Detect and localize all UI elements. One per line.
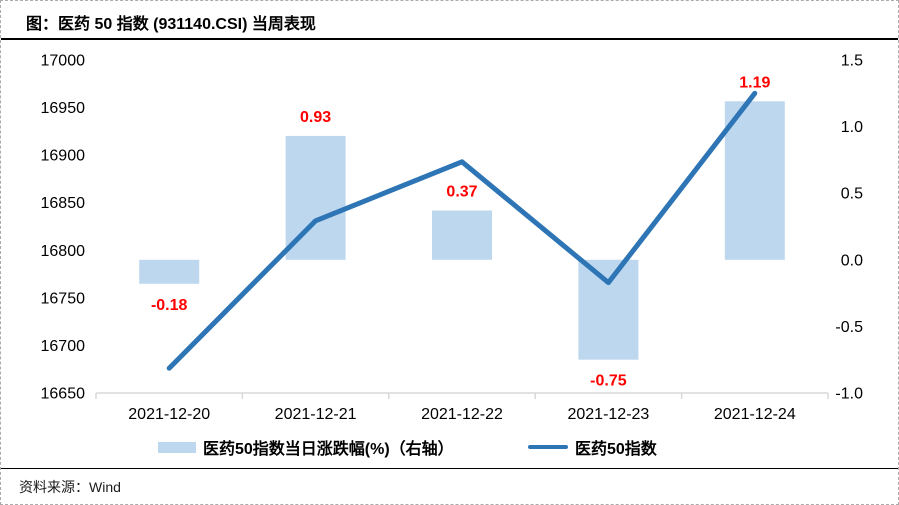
x-axis-label: 2021-12-21 <box>275 406 357 423</box>
line-series <box>166 90 758 371</box>
left-axis-tick-label: 17000 <box>41 53 86 70</box>
x-axis-label: 2021-12-20 <box>128 406 210 423</box>
right-axis-tick-label: 0.0 <box>841 252 863 269</box>
left-axis-tick-label: 16700 <box>41 338 86 355</box>
bar-value-label: 0.37 <box>446 184 477 201</box>
bar-series-swatch <box>158 441 196 453</box>
bar-value-label: -0.18 <box>151 297 188 314</box>
left-axis-tick-label: 16650 <box>41 386 86 403</box>
title-divider <box>1 38 898 40</box>
left-axis-tick-label: 16750 <box>41 290 86 307</box>
bar-2021-12-24 <box>724 101 785 260</box>
left-axis-tick-label: 16850 <box>41 195 86 212</box>
source-label: 资料来源： <box>19 481 89 496</box>
legend-item-line-series: 医药50指数 <box>528 437 657 458</box>
right-axis-tick-label: 1.0 <box>841 119 863 136</box>
bar-2021-12-20 <box>139 259 200 284</box>
bar-value-label: -0.75 <box>590 373 627 390</box>
footer-divider <box>1 468 898 469</box>
left-axis-tick-label: 16950 <box>41 100 86 117</box>
figure-title: 图：医药 50 指数 (931140.CSI) 当周表现 <box>26 16 316 33</box>
left-axis-tick-label: 16800 <box>41 243 86 260</box>
legend-label-line-series: 医药50指数 <box>575 441 657 458</box>
bar-value-label: 0.93 <box>300 109 331 126</box>
combo-chart: 16650 16700 16750 16800 16850 16900 16950 17000… <box>41 53 864 424</box>
bar-2021-12-23 <box>578 259 639 360</box>
right-axis-tick-label: 1.5 <box>841 53 863 70</box>
legend-item-bar-series: 医药50指数当日涨跌幅(%)（右轴） <box>158 437 454 458</box>
left-axis-tick-label: 16900 <box>41 148 86 165</box>
x-axis-label: 2021-12-23 <box>567 406 649 423</box>
right-axis-tick-label: -0.5 <box>835 319 863 336</box>
line-series-swatch <box>528 445 568 449</box>
data-source: 资料来源：Wind <box>19 477 121 497</box>
bar-2021-12-22 <box>432 210 492 260</box>
right-axis-tick-label: 0.5 <box>841 186 863 203</box>
source-value: Wind <box>89 479 121 495</box>
legend-label-bar-series: 医药50指数当日涨跌幅(%)（右轴） <box>203 441 454 458</box>
right-axis-tick-label: -1.0 <box>835 386 863 403</box>
x-axis-label: 2021-12-22 <box>421 406 503 423</box>
x-axis-label: 2021-12-24 <box>714 406 796 423</box>
bar-value-label: 1.19 <box>739 74 770 91</box>
